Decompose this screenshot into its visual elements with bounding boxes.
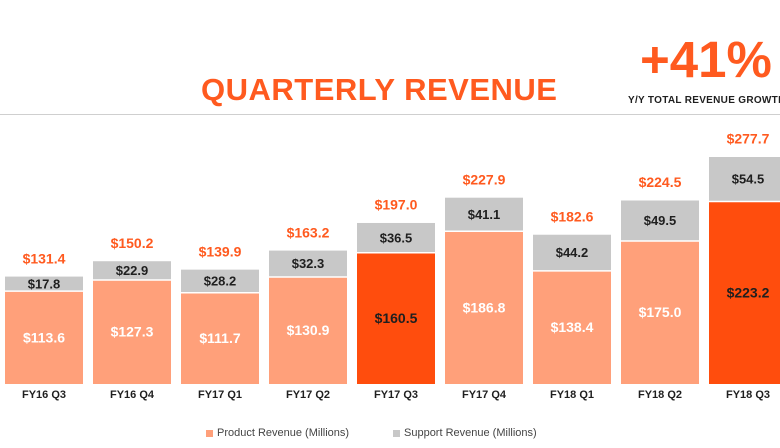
bar-support-5 [445,197,523,232]
chart-title: QUARTERLY REVENUE [201,72,558,107]
bar-product-4 [357,252,435,384]
x-tick-label-1: FY16 Q4 [110,389,155,401]
support-value-label-0: $17.8 [28,276,61,291]
product-value-label-4: $160.5 [375,310,418,326]
legend-swatch-product [206,429,213,437]
total-value-label-6: $182.6 [551,208,594,224]
total-value-label-7: $224.5 [639,174,682,190]
support-value-label-8: $54.5 [732,172,765,187]
legend-label-product: Product Revenue (Millions) [217,427,350,439]
legend-label-support: Support Revenue (Millions) [404,427,537,439]
total-value-label-0: $131.4 [23,250,66,266]
support-value-label-3: $32.3 [292,256,325,271]
bar-product-1 [93,279,171,384]
bar-support-2 [181,269,259,293]
product-value-label-5: $186.8 [463,299,506,315]
total-value-label-4: $197.0 [375,197,418,213]
support-value-label-4: $36.5 [380,230,413,245]
growth-kpi-label: Y/Y TOTAL REVENUE GROWTH [628,95,780,106]
bar-support-0 [5,276,83,292]
x-tick-label-4: FY17 Q3 [374,389,418,401]
total-value-label-8: $277.7 [727,131,770,147]
legend-swatch-support [393,429,400,437]
bar-product-2 [181,292,259,384]
bar-support-6 [533,234,611,271]
bar-support-4 [357,222,435,253]
bar-product-7 [621,240,699,384]
header-divider [0,114,780,115]
legend-item-product: Product Revenue (Millions) [206,427,349,439]
bar-support-3 [269,250,347,277]
total-value-label-5: $227.9 [463,171,506,187]
product-value-label-3: $130.9 [287,322,330,338]
product-value-label-6: $138.4 [551,319,594,335]
bar-product-8 [709,201,780,384]
product-value-label-8: $223.2 [727,284,770,300]
x-tick-label-6: FY18 Q1 [550,389,594,401]
product-value-label-0: $113.6 [23,329,65,345]
support-value-label-7: $49.5 [644,213,677,228]
x-tick-label-7: FY18 Q2 [638,389,682,401]
support-value-label-5: $41.1 [468,207,501,222]
product-value-label-1: $127.3 [111,324,154,340]
support-value-label-2: $28.2 [204,274,237,289]
x-tick-label-0: FY16 Q3 [22,389,66,401]
support-value-label-1: $22.9 [116,263,149,278]
total-value-label-3: $163.2 [287,224,330,240]
bar-product-5 [445,231,523,384]
support-value-label-6: $44.2 [556,245,589,260]
stacked-bar-chart: $17.8 $113.6 $131.4 FY16 Q3 $22.9 $127.3 $150.… [5,131,780,401]
bar-product-6 [533,270,611,384]
total-value-label-1: $150.2 [111,235,154,251]
bar-support-7 [621,200,699,241]
total-value-label-2: $139.9 [199,243,242,259]
bar-product-3 [269,276,347,384]
legend-item-support: Support Revenue (Millions) [393,427,537,439]
x-tick-label-3: FY17 Q2 [286,389,330,401]
bar-support-1 [93,261,171,280]
product-value-label-2: $111.7 [199,330,240,346]
bar-support-8 [709,157,780,202]
x-tick-label-2: FY17 Q1 [198,389,242,401]
x-tick-label-8: FY18 Q3 [726,389,770,401]
growth-kpi-value: +41% [640,31,772,88]
product-value-label-7: $175.0 [639,304,682,320]
x-tick-label-5: FY17 Q4 [462,389,507,401]
bar-product-0 [5,291,83,384]
